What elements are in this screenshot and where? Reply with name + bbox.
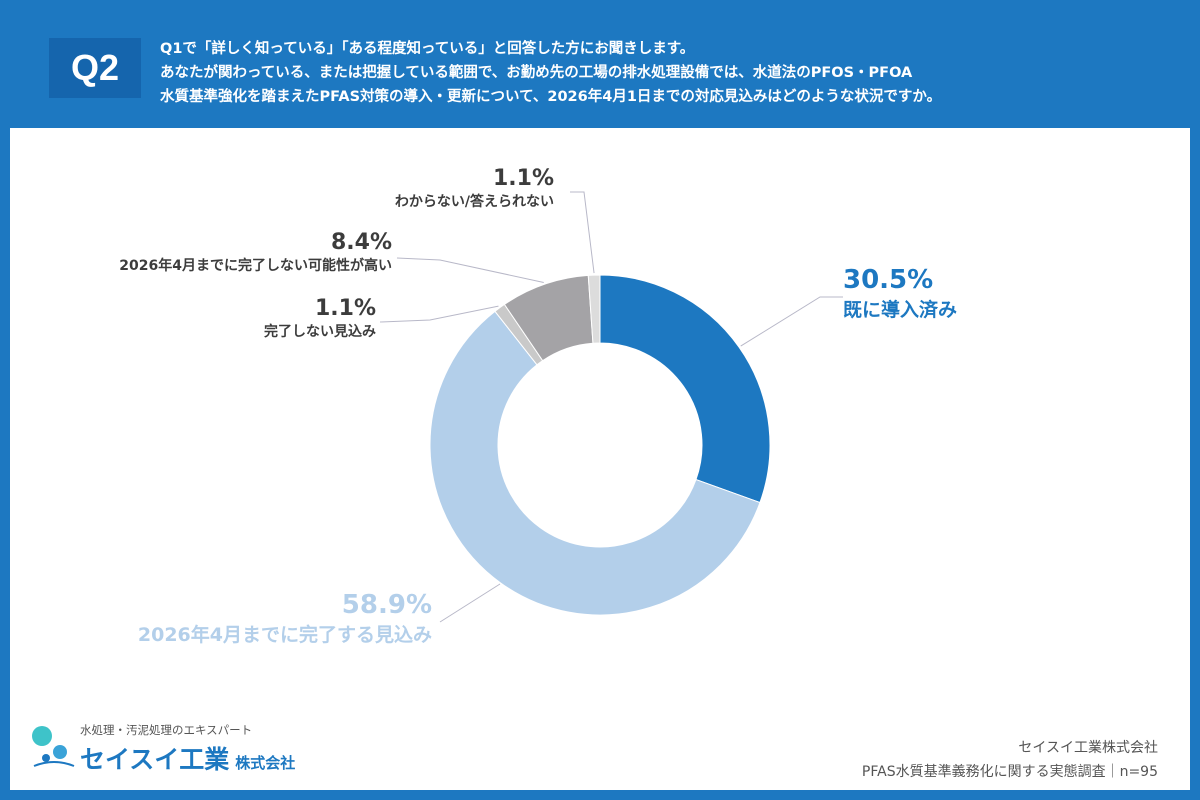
question-badge: Q2 xyxy=(49,38,141,98)
category-label-unknown: わからない/答えられない xyxy=(394,194,554,210)
slice-expected-complete xyxy=(429,310,761,616)
value-label-unknown: 1.1% xyxy=(492,166,554,191)
slice-unknown xyxy=(587,274,601,344)
footer-company: セイスイ工業株式会社 xyxy=(1018,740,1158,756)
category-label-already-installed: 既に導入済み xyxy=(843,299,958,321)
label-unknown: 1.1% わからない/答えられない xyxy=(395,166,554,211)
footer: セイスイ工業株式会社 PFAS水質基準義務化に関する実態調査｜n=95 xyxy=(862,736,1158,784)
question-header: Q2 Q1で「詳しく知っている」「ある程度知っている」と回答した方にお聞きします… xyxy=(0,0,1200,128)
leader-already-installed xyxy=(740,296,843,347)
question-line-1: Q1で「詳しく知っている」「ある程度知っている」と回答した方にお聞きします。 xyxy=(160,41,695,57)
chart-panel xyxy=(10,128,1190,790)
leader-likely-not-complete xyxy=(396,257,544,283)
leader-expected-complete xyxy=(439,583,501,623)
label-not-complete: 1.1% 完了しない見込み xyxy=(264,296,376,341)
question-line-2: あなたが関わっている、または把握している範囲で、お勤め先の工場の排水処理設備では… xyxy=(160,65,913,81)
leader-not-complete xyxy=(379,305,499,323)
value-label-likely-not-complete: 8.4% xyxy=(330,230,392,255)
logo-tagline: 水処理・汚泥処理のエキスパート xyxy=(80,723,253,737)
category-label-likely-not-complete: 2026年4月までに完了しない可能性が高い xyxy=(119,258,392,274)
question-line-3: 水質基準強化を踏まえたPFAS対策の導入・更新について、2026年4月1日までの… xyxy=(160,89,942,105)
value-label-expected-complete: 58.9% xyxy=(341,590,432,620)
value-label-not-complete: 1.1% xyxy=(314,296,376,321)
logo-name-main: セイスイ工業 xyxy=(80,745,230,774)
water-drop-icon xyxy=(32,726,75,767)
category-label-not-complete: 完了しない見込み xyxy=(264,324,376,340)
footer-survey: PFAS水質基準義務化に関する実態調査｜n=95 xyxy=(861,764,1158,780)
logo-name-suffix: 株式会社 xyxy=(235,754,296,772)
leader-unknown xyxy=(570,191,595,274)
category-label-expected-complete: 2026年4月までに完了する見込み xyxy=(137,624,432,646)
slice-already-installed xyxy=(599,274,771,504)
question-text: Q1で「詳しく知っている」「ある程度知っている」と回答した方にお聞きします。 あ… xyxy=(160,37,1170,109)
label-already-installed: 30.5% 既に導入済み xyxy=(843,265,957,322)
logo-name: セイスイ工業 株式会社 xyxy=(80,740,295,776)
label-likely-not-complete: 8.4% 2026年4月までに完了しない可能性が高い xyxy=(119,230,392,275)
value-label-already-installed: 30.5% xyxy=(843,265,934,295)
label-expected-complete: 58.9% 2026年4月までに完了する見込み xyxy=(138,590,432,647)
